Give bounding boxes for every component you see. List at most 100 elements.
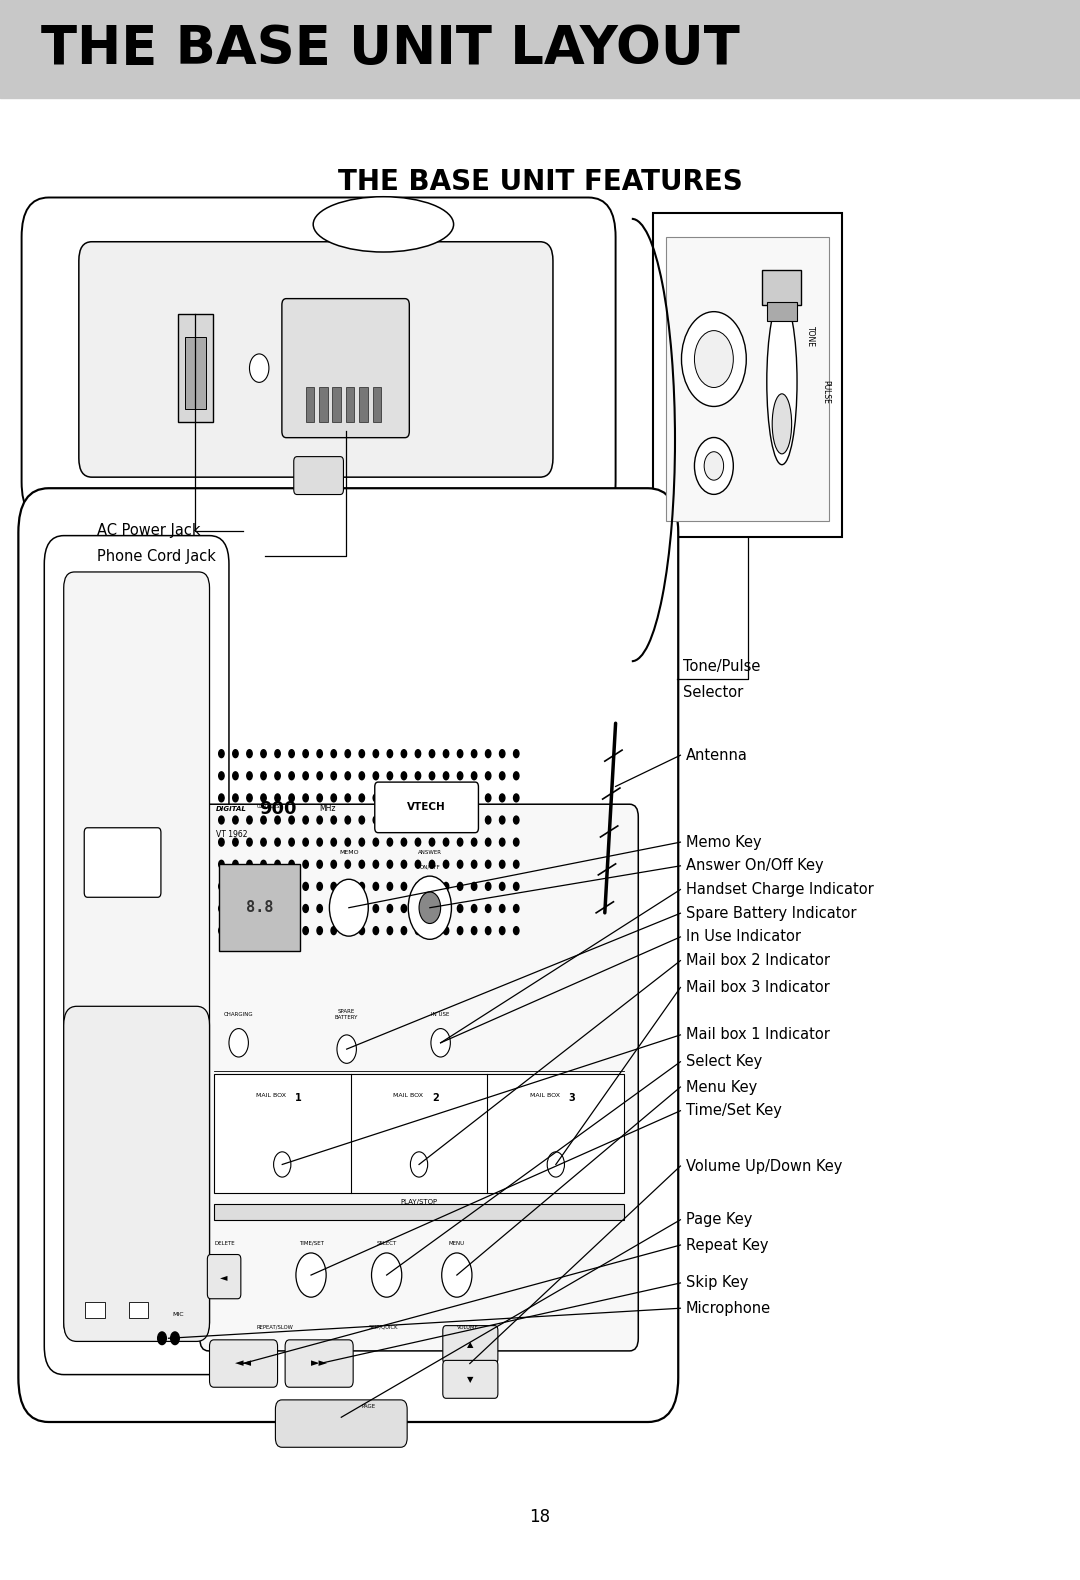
Circle shape	[500, 882, 505, 891]
Ellipse shape	[313, 198, 454, 253]
Circle shape	[430, 815, 434, 825]
FancyBboxPatch shape	[18, 488, 678, 1422]
Circle shape	[318, 860, 323, 869]
Circle shape	[444, 771, 449, 781]
Text: VTECH: VTECH	[407, 803, 446, 812]
Circle shape	[402, 749, 406, 758]
Circle shape	[458, 904, 463, 912]
Bar	[85, 1302, 105, 1318]
Circle shape	[402, 837, 406, 847]
Circle shape	[472, 749, 477, 758]
Circle shape	[430, 926, 434, 935]
Circle shape	[274, 904, 281, 912]
Circle shape	[444, 793, 449, 803]
Circle shape	[372, 1253, 402, 1297]
Bar	[666, 237, 829, 521]
Circle shape	[233, 749, 239, 758]
Text: MAIL BOX: MAIL BOX	[530, 1093, 561, 1098]
Circle shape	[408, 875, 451, 939]
Circle shape	[514, 815, 519, 825]
Text: TIME/SET: TIME/SET	[298, 1240, 324, 1247]
Text: Selector: Selector	[683, 684, 743, 700]
Circle shape	[289, 771, 294, 781]
Circle shape	[514, 860, 519, 869]
Text: VT 1962: VT 1962	[216, 830, 247, 839]
Circle shape	[430, 749, 434, 758]
FancyBboxPatch shape	[443, 1360, 498, 1398]
Bar	[346, 387, 354, 422]
Circle shape	[388, 837, 393, 847]
Circle shape	[289, 882, 294, 891]
Circle shape	[430, 771, 434, 781]
Circle shape	[289, 749, 294, 758]
Circle shape	[514, 882, 519, 891]
Circle shape	[330, 926, 337, 935]
Text: MHz: MHz	[320, 804, 336, 814]
Bar	[653, 213, 842, 537]
Circle shape	[218, 815, 225, 825]
Circle shape	[444, 904, 449, 912]
Circle shape	[233, 926, 239, 935]
Circle shape	[303, 793, 309, 803]
Circle shape	[416, 904, 421, 912]
Circle shape	[514, 904, 519, 912]
Circle shape	[694, 438, 733, 495]
Text: VOLUME: VOLUME	[457, 1324, 478, 1330]
Text: THE BASE UNIT FEATURES: THE BASE UNIT FEATURES	[338, 167, 742, 196]
Ellipse shape	[772, 393, 792, 453]
Circle shape	[359, 904, 365, 912]
FancyBboxPatch shape	[79, 242, 553, 477]
Circle shape	[296, 1253, 326, 1297]
Circle shape	[233, 882, 239, 891]
Circle shape	[472, 904, 477, 912]
Circle shape	[233, 904, 239, 912]
FancyBboxPatch shape	[285, 1340, 353, 1387]
FancyBboxPatch shape	[210, 1340, 278, 1387]
Circle shape	[261, 793, 267, 803]
Circle shape	[359, 926, 365, 935]
Circle shape	[416, 749, 421, 758]
Bar	[373, 387, 381, 422]
Circle shape	[359, 815, 365, 825]
Circle shape	[359, 882, 365, 891]
Text: Repeat Key: Repeat Key	[686, 1237, 768, 1253]
Text: MIC: MIC	[173, 1311, 185, 1318]
Circle shape	[303, 904, 309, 912]
Circle shape	[388, 882, 393, 891]
Circle shape	[388, 815, 393, 825]
Circle shape	[318, 771, 323, 781]
Circle shape	[289, 837, 294, 847]
Circle shape	[345, 749, 350, 758]
Circle shape	[472, 860, 477, 869]
Circle shape	[261, 860, 267, 869]
FancyBboxPatch shape	[375, 782, 478, 833]
Circle shape	[419, 891, 441, 923]
Text: ▲: ▲	[467, 1340, 473, 1349]
Text: SELECT: SELECT	[377, 1240, 396, 1247]
Bar	[0, 0, 1080, 98]
Circle shape	[359, 793, 365, 803]
Circle shape	[303, 926, 309, 935]
Text: 18: 18	[529, 1507, 551, 1526]
Circle shape	[261, 904, 267, 912]
Circle shape	[374, 771, 378, 781]
Circle shape	[249, 354, 269, 382]
FancyBboxPatch shape	[84, 828, 161, 897]
Circle shape	[274, 771, 281, 781]
Circle shape	[514, 771, 519, 781]
Circle shape	[472, 837, 477, 847]
Bar	[333, 387, 341, 422]
Circle shape	[472, 793, 477, 803]
Circle shape	[330, 793, 337, 803]
Circle shape	[246, 793, 253, 803]
Circle shape	[486, 837, 490, 847]
Text: Select Key: Select Key	[686, 1054, 762, 1070]
Circle shape	[318, 815, 323, 825]
Circle shape	[303, 749, 309, 758]
Circle shape	[218, 904, 225, 912]
Circle shape	[274, 749, 281, 758]
FancyBboxPatch shape	[64, 1006, 210, 1341]
Text: Phone Cord Jack: Phone Cord Jack	[97, 548, 216, 564]
Circle shape	[218, 837, 225, 847]
Circle shape	[330, 749, 337, 758]
